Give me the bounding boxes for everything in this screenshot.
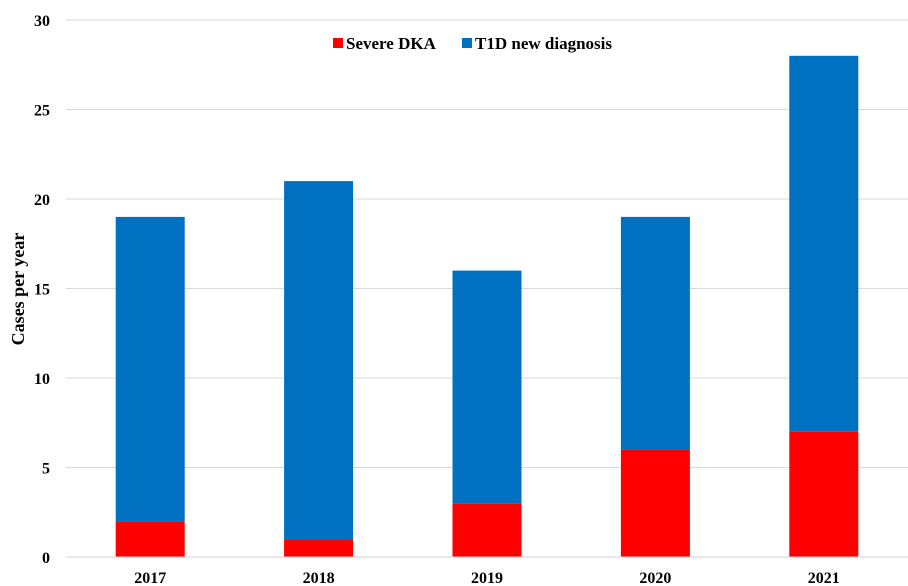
- legend-label: Severe DKA: [346, 34, 437, 53]
- bar-severe-dka-2019: [452, 503, 522, 557]
- y-tick-label: 20: [34, 192, 50, 209]
- x-tick-label: 2017: [134, 570, 166, 586]
- y-tick-labels: 0 5 10 15 20 25 30: [34, 13, 50, 567]
- bar-t1d-new-diagnosis-2017: [115, 216, 185, 522]
- legend-swatch: [462, 38, 472, 48]
- bar-severe-dka-2020: [620, 449, 690, 557]
- bar-t1d-new-diagnosis-2018: [284, 181, 354, 540]
- legend-swatch: [333, 38, 343, 48]
- y-tick-label: 0: [42, 550, 50, 567]
- bar-severe-dka-2021: [789, 431, 859, 557]
- x-tick-label: 2021: [808, 570, 840, 586]
- x-tick-label: 2020: [639, 570, 671, 586]
- y-tick-label: 15: [34, 282, 50, 299]
- bar-severe-dka-2017: [115, 521, 185, 557]
- bar-t1d-new-diagnosis-2019: [452, 270, 522, 504]
- bar-t1d-new-diagnosis-2020: [620, 216, 690, 450]
- bars: [115, 55, 859, 557]
- legend-label: T1D new diagnosis: [475, 34, 612, 53]
- y-tick-label: 30: [34, 13, 50, 30]
- y-axis-title: Cases per year: [8, 233, 28, 346]
- x-tick-label: 2018: [303, 570, 335, 586]
- x-tick-labels: 2017 2018 2019 2020 2021: [134, 570, 840, 586]
- bar-severe-dka-2018: [284, 539, 354, 557]
- y-tick-label: 25: [34, 103, 50, 120]
- x-tick-label: 2019: [471, 570, 503, 586]
- y-tick-label: 10: [34, 371, 50, 388]
- bar-t1d-new-diagnosis-2021: [789, 55, 859, 432]
- legend: Severe DKA T1D new diagnosis: [333, 34, 612, 53]
- y-tick-label: 5: [42, 461, 50, 478]
